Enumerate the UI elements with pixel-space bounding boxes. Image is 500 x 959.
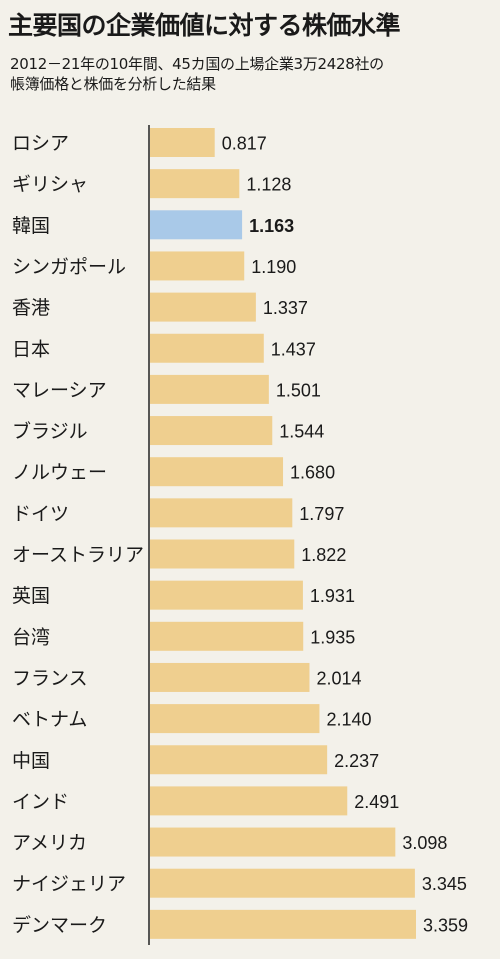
category-label-1: ギリシャ (12, 174, 88, 196)
value-label-11: 1.931 (310, 586, 355, 606)
category-label-7: ブラジル (12, 420, 88, 443)
bar-0 (150, 128, 215, 157)
value-label-7: 1.544 (279, 422, 324, 442)
category-label-19: デンマーク (12, 914, 107, 936)
value-label-6: 1.501 (276, 380, 321, 400)
category-label-13: フランス (12, 667, 88, 689)
bar-8 (150, 457, 284, 487)
bar-15 (150, 745, 328, 775)
value-label-10: 1.822 (301, 545, 346, 565)
category-label-12: 台湾 (12, 626, 50, 648)
bar-16 (150, 786, 348, 816)
bar-2 (150, 210, 243, 240)
value-label-15: 2.237 (334, 751, 379, 771)
value-label-1: 1.128 (246, 175, 291, 195)
category-label-8: ノルウェー (12, 462, 107, 484)
value-label-9: 1.797 (299, 504, 344, 524)
category-label-4: 香港 (12, 297, 50, 319)
bar-9 (150, 498, 293, 528)
category-label-16: インド (12, 791, 69, 813)
value-label-8: 1.680 (290, 463, 335, 483)
category-label-6: マレーシア (12, 379, 107, 401)
bar-3 (150, 251, 245, 281)
category-label-5: 日本 (12, 338, 50, 360)
value-label-12: 1.935 (310, 627, 355, 647)
value-label-3: 1.190 (251, 257, 296, 277)
value-label-0: 0.817 (222, 134, 267, 154)
bar-19 (150, 909, 416, 939)
bar-6 (150, 374, 269, 404)
bar-14 (150, 704, 320, 734)
bar-11 (150, 580, 303, 610)
subtitle-line-1: 2012－21年の10年間、45カ国の上場企業3万2428社の (10, 55, 384, 73)
value-label-18: 3.345 (422, 874, 467, 894)
value-label-5: 1.437 (271, 339, 316, 359)
chart-subtitle: 2012－21年の10年間、45カ国の上場企業3万2428社の 帳簿価格と株価を… (10, 54, 490, 94)
category-label-9: ドイツ (12, 503, 69, 525)
category-label-18: ナイジェリア (12, 873, 126, 895)
value-label-14: 2.140 (326, 710, 371, 730)
bar-18 (150, 868, 415, 898)
value-label-13: 2.014 (316, 668, 361, 688)
bar-13 (150, 662, 310, 692)
value-label-19: 3.359 (423, 915, 468, 935)
category-label-15: 中国 (12, 750, 50, 772)
bar-7 (150, 416, 273, 446)
value-label-4: 1.337 (263, 298, 308, 318)
bar-1 (150, 169, 240, 199)
category-label-0: ロシア (12, 133, 69, 155)
value-label-2: 1.163 (249, 216, 294, 236)
category-label-14: ベトナム (12, 709, 87, 731)
value-label-17: 3.098 (402, 833, 447, 853)
bar-5 (150, 333, 264, 363)
category-label-10: オーストラリア (12, 544, 144, 566)
chart-title: 主要国の企業価値に対する株価水準 (8, 11, 401, 40)
bar-12 (150, 621, 304, 651)
category-label-11: 英国 (12, 585, 50, 607)
bar-10 (150, 539, 295, 569)
category-label-17: アメリカ (12, 832, 87, 854)
value-label-16: 2.491 (354, 792, 399, 812)
category-label-3: シンガポール (12, 256, 126, 278)
bar-4 (150, 292, 256, 322)
subtitle-line-2: 帳簿価格と株価を分析した結果 (10, 75, 216, 93)
bar-17 (150, 827, 396, 857)
category-label-2: 韓国 (12, 215, 50, 237)
